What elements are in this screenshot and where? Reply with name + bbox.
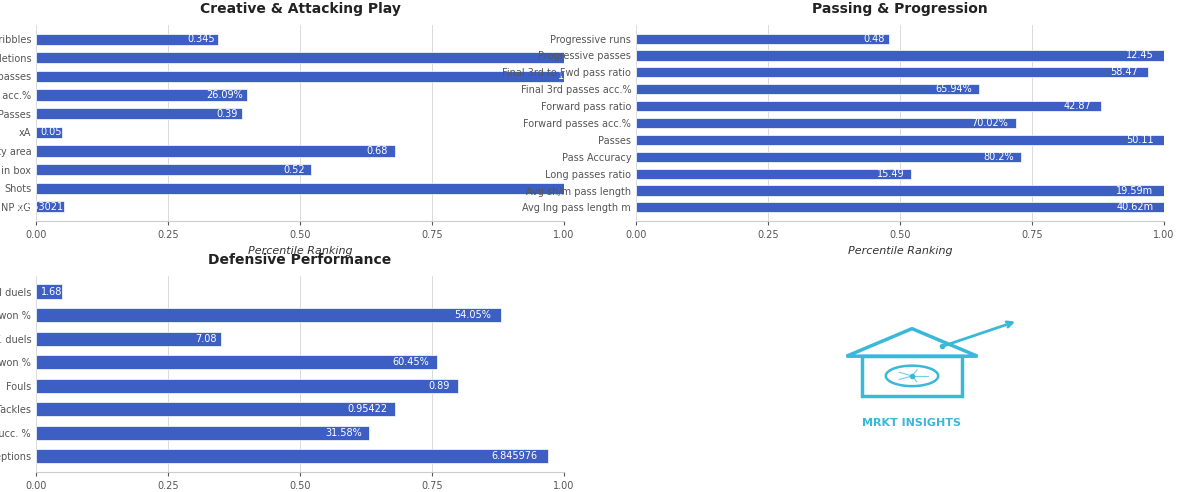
Text: 50.11: 50.11 [1126,135,1153,145]
Bar [36,402,395,416]
Text: 0.52: 0.52 [283,165,305,175]
Bar [36,108,242,119]
Bar [36,183,760,194]
Text: 54.05%: 54.05% [455,310,491,320]
Bar [36,127,62,138]
Text: 0.68: 0.68 [366,146,388,156]
Text: 1.05: 1.05 [558,71,580,81]
Text: 7.08: 7.08 [196,334,217,343]
Bar [36,52,659,63]
Text: 80.2%: 80.2% [983,152,1014,162]
Bar [36,164,311,175]
Text: 0.48: 0.48 [863,33,884,44]
Title: Passing & Progression: Passing & Progression [812,2,988,17]
Text: 65.94%: 65.94% [936,84,972,94]
Bar [36,308,500,322]
Text: 0.053021: 0.053021 [17,202,64,212]
Text: 0.345: 0.345 [187,34,215,44]
Bar [636,152,1021,162]
Bar [636,202,1164,213]
Bar [36,145,395,156]
Bar [862,356,962,396]
Title: Defensive Performance: Defensive Performance [209,253,391,268]
Text: 19.59m: 19.59m [1116,185,1153,195]
Text: 0.95422: 0.95422 [348,404,388,414]
Bar [36,284,62,299]
Bar [36,33,218,45]
Text: 70.02%: 70.02% [972,118,1008,128]
Text: MRKT INSIGHTS: MRKT INSIGHTS [863,418,961,428]
Text: 12.45: 12.45 [1126,51,1153,61]
Text: 6.845976: 6.845976 [492,451,538,461]
Text: 31.58%: 31.58% [325,428,362,438]
Text: 0.05: 0.05 [41,127,62,137]
Bar [636,135,1164,145]
Text: 40.62m: 40.62m [1116,202,1153,213]
Bar [636,118,1016,128]
Bar [36,71,590,82]
Bar [636,169,911,179]
Title: Creative & Attacking Play: Creative & Attacking Play [199,2,401,17]
Bar [36,332,221,346]
Bar [636,185,1164,196]
Text: 0.39: 0.39 [216,109,238,119]
Bar [636,67,1148,77]
Bar [36,426,368,440]
Bar [36,355,437,369]
Text: 58.47: 58.47 [1110,67,1138,77]
Bar [36,201,64,213]
Bar [636,84,979,94]
Bar [636,50,1164,61]
Bar [636,101,1100,111]
X-axis label: Percentile Ranking: Percentile Ranking [247,246,353,256]
X-axis label: Percentile Ranking: Percentile Ranking [847,246,953,256]
Bar [36,90,247,101]
Bar [36,379,458,393]
Text: 42.87: 42.87 [1063,101,1091,111]
Text: 26.09%: 26.09% [206,90,242,100]
Bar [36,449,548,463]
Text: 15.49: 15.49 [877,169,905,179]
Text: 1.68: 1.68 [41,286,62,297]
Bar [636,33,889,44]
Text: 0.89: 0.89 [428,381,450,391]
Text: 60.45%: 60.45% [392,357,430,367]
Text: 1.37: 1.37 [724,183,745,193]
Text: 1.18: 1.18 [625,53,647,63]
